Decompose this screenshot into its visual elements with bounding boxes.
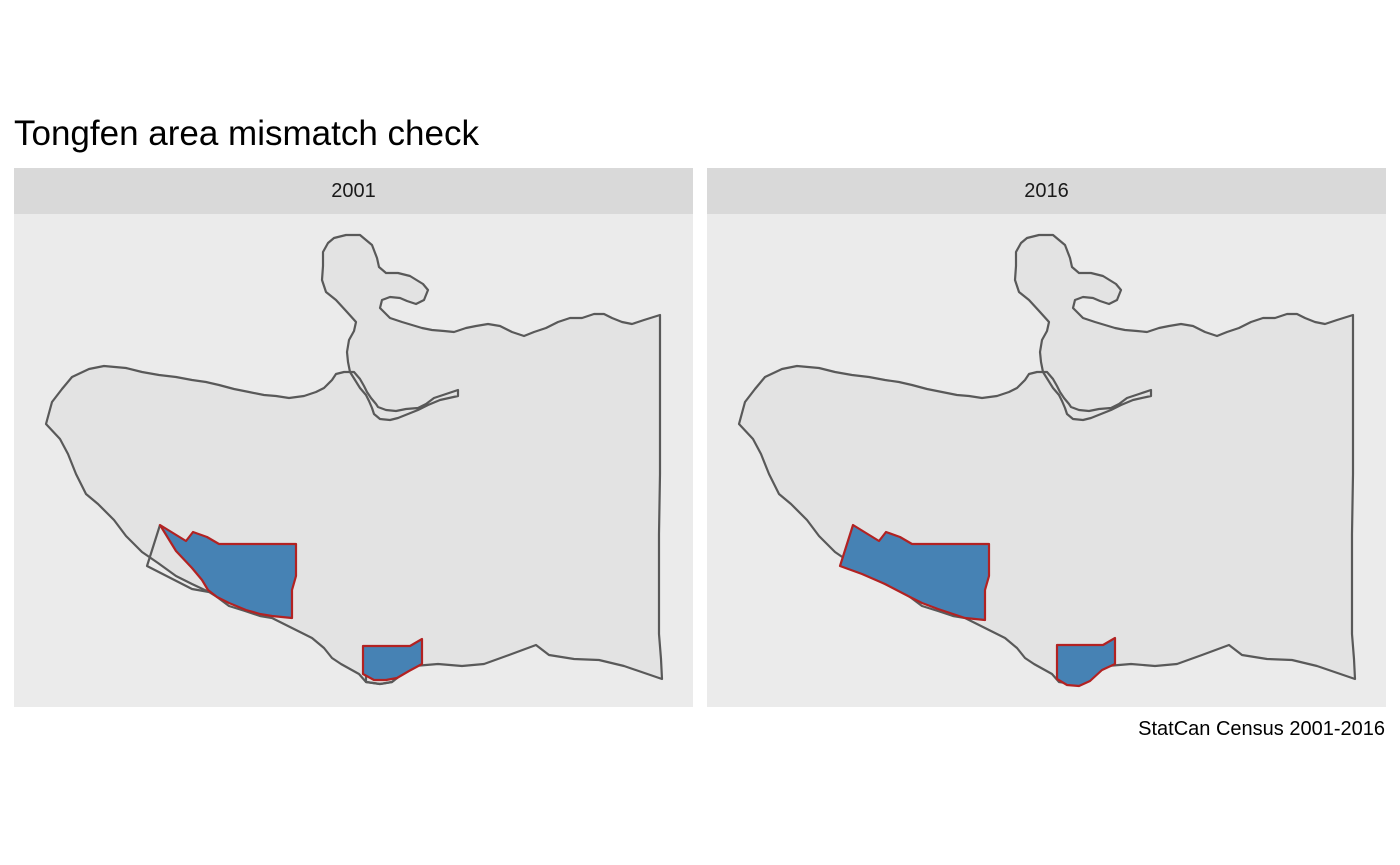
highlighted-area-west xyxy=(838,523,991,622)
city-outline xyxy=(737,233,1357,686)
chart-title: Tongfen area mismatch check xyxy=(14,114,479,153)
facet-panel-2001: 2001 xyxy=(14,168,693,707)
facet-panel-2016: 2016 xyxy=(707,168,1386,707)
facet-strip-label: 2016 xyxy=(707,168,1386,214)
highlighted-area-west xyxy=(158,523,298,620)
map-plot-area xyxy=(14,214,693,707)
chart-caption: StatCan Census 2001-2016 xyxy=(1138,718,1385,740)
map-svg xyxy=(737,233,1357,688)
map-plot-area xyxy=(707,214,1386,707)
city-outline xyxy=(44,233,664,686)
highlighted-area-south xyxy=(361,637,424,682)
facet-strip-label: 2001 xyxy=(14,168,693,214)
mismatch-slice-outline xyxy=(145,524,210,594)
map-svg xyxy=(44,233,664,686)
highlighted-area-south xyxy=(1055,636,1117,688)
